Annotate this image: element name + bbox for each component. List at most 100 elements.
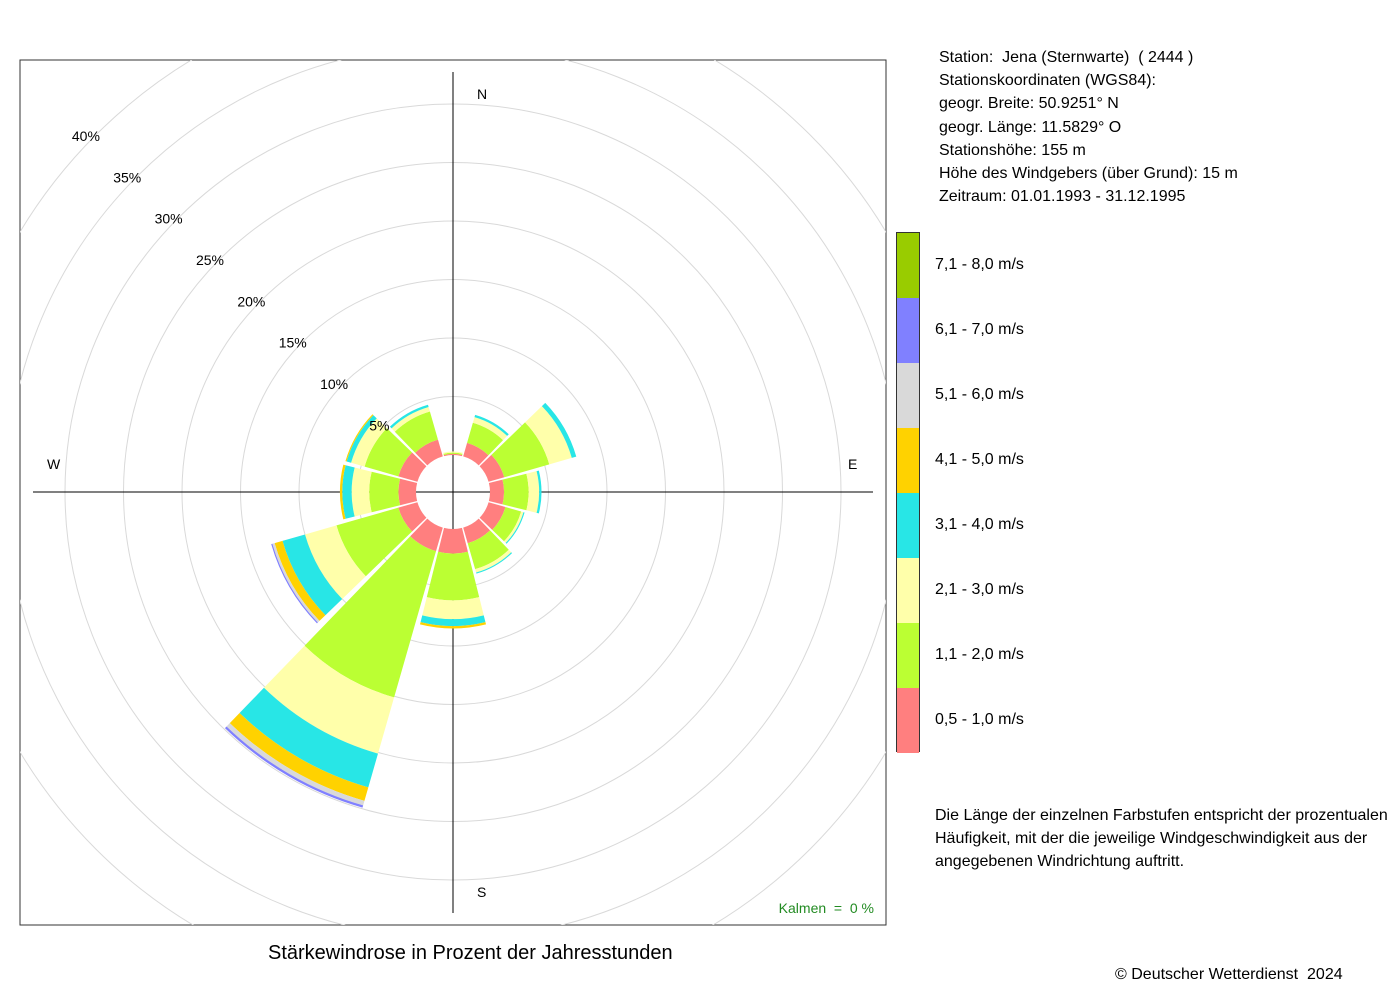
sector-90-class-0 xyxy=(488,479,505,505)
legend-label: 0,5 - 1,0 m/s xyxy=(935,710,1024,728)
station-info: Station: Jena (Sternwarte) ( 2444 ) Stat… xyxy=(939,46,1238,208)
legend-swatch xyxy=(897,558,919,623)
sector-120-class-3 xyxy=(505,512,525,544)
sector-210-class-2 xyxy=(263,645,395,754)
note-line: Häufigkeit, mit der die jeweilige Windge… xyxy=(935,830,1368,848)
sector-0 xyxy=(443,451,463,457)
sector-330 xyxy=(389,404,443,466)
sector-210-class-1 xyxy=(304,536,437,698)
sector-270-class-1 xyxy=(369,471,401,513)
sector-0-class-0 xyxy=(443,453,463,457)
sector-270 xyxy=(339,464,418,520)
direction-label-w: W xyxy=(47,456,61,472)
sector-150-class-1 xyxy=(467,530,509,570)
sector-0-class-2 xyxy=(443,451,463,454)
sector-150-class-3 xyxy=(476,552,513,574)
sector-330-class-0 xyxy=(415,439,443,466)
sector-30-class-3 xyxy=(474,414,509,436)
sector-210-class-5 xyxy=(226,723,365,806)
sector-270-class-0 xyxy=(398,478,418,506)
sector-120 xyxy=(479,502,525,544)
radial-tick-label: 15% xyxy=(279,335,307,351)
sector-180-class-0 xyxy=(438,527,468,554)
station-name: Station: Jena (Sternwarte) ( 2444 ) xyxy=(939,49,1194,66)
sector-330-class-1 xyxy=(394,411,438,453)
calm-label: Kalmen = 0 % xyxy=(779,900,874,916)
coords-header: Stationskoordinaten (WGS84): xyxy=(939,72,1156,90)
sector-240-class-5 xyxy=(272,543,320,623)
radial-tick-label: 40% xyxy=(72,128,100,144)
sector-240-class-1 xyxy=(336,507,413,577)
radial-tick-label: 25% xyxy=(196,252,224,268)
explanation-note: Die Länge der einzelnen Farbstufen entsp… xyxy=(935,804,1395,874)
copyright: © Deutscher Wetterdienst 2024 xyxy=(1115,966,1343,983)
legend-swatch xyxy=(897,493,919,558)
sector-60-class-3 xyxy=(541,402,577,458)
legend-label: 1,1 - 2,0 m/s xyxy=(935,645,1024,663)
radial-tick-label: 20% xyxy=(237,293,265,309)
sector-300-class-2 xyxy=(351,418,387,467)
sector-60-class-0 xyxy=(479,454,505,482)
sector-30 xyxy=(463,414,509,466)
speed-legend xyxy=(896,232,920,753)
sector-270-class-3 xyxy=(342,465,355,519)
direction-label-n: N xyxy=(477,86,487,102)
legend-label: 6,1 - 7,0 m/s xyxy=(935,320,1024,338)
sector-0-class-1 xyxy=(443,452,463,455)
sector-180-class-4 xyxy=(419,622,487,629)
sector-240-class-2 xyxy=(304,525,366,599)
note-line: angegebenen Windrichtung auftritt. xyxy=(935,853,1185,871)
sector-60-class-2 xyxy=(525,406,572,465)
sector-120-class-1 xyxy=(492,507,522,542)
radial-tick-label: 35% xyxy=(113,169,141,185)
legend-label: 5,1 - 6,0 m/s xyxy=(935,385,1024,403)
radial-tick-label: 10% xyxy=(320,376,348,392)
sector-150-class-0 xyxy=(463,518,491,544)
sector-150 xyxy=(463,518,513,574)
sector-180-class-3 xyxy=(420,615,486,627)
sector-210-class-4 xyxy=(229,713,369,801)
sector-60-class-1 xyxy=(491,422,550,478)
sector-210-class-3 xyxy=(239,687,378,788)
legend-label: 3,1 - 4,0 m/s xyxy=(935,515,1024,533)
direction-label-s: S xyxy=(477,884,486,900)
sector-120-class-2 xyxy=(504,511,524,543)
radial-tick-label: 30% xyxy=(155,211,183,227)
note-line: Die Länge der einzelnen Farbstufen entsp… xyxy=(935,807,1388,824)
sector-90-class-3 xyxy=(536,470,542,514)
sector-300 xyxy=(345,414,427,482)
sector-90-class-2 xyxy=(526,471,540,513)
sector-240-class-4 xyxy=(274,540,326,621)
sector-30-class-2 xyxy=(472,417,508,441)
sector-180 xyxy=(419,527,487,629)
sector-180-class-2 xyxy=(422,597,484,620)
sector-300-class-3 xyxy=(346,415,377,463)
sector-270-class-2 xyxy=(351,467,372,517)
sector-90-class-1 xyxy=(502,473,529,511)
sector-330-class-3 xyxy=(389,404,429,429)
sector-180-class-1 xyxy=(426,551,480,601)
station-elevation: Stationshöhe: 155 m xyxy=(939,141,1086,159)
longitude: geogr. Länge: 11.5829° O xyxy=(939,118,1122,136)
sector-240-class-3 xyxy=(282,534,343,616)
latitude: geogr. Breite: 50.9251° N xyxy=(939,95,1119,113)
chart-title: Stärkewindrose in Prozent der Jahresstun… xyxy=(268,942,673,964)
sector-30-class-0 xyxy=(463,442,489,466)
legend-label: 4,1 - 5,0 m/s xyxy=(935,450,1024,468)
legend-swatch xyxy=(897,298,919,363)
legend-swatch xyxy=(897,428,919,493)
sector-270-class-4 xyxy=(339,464,346,520)
time-period: Zeitraum: 01.01.1993 - 31.12.1995 xyxy=(939,188,1186,206)
sector-240-class-0 xyxy=(398,502,427,532)
sector-150-class-2 xyxy=(475,549,512,573)
radial-tick-label: 5% xyxy=(369,417,389,433)
sector-300-class-0 xyxy=(398,452,427,482)
sensor-height: Höhe des Windgebers (über Grund): 15 m xyxy=(939,165,1238,183)
direction-label-e: E xyxy=(848,456,857,472)
wind-sectors xyxy=(224,402,577,808)
sector-210 xyxy=(224,518,443,808)
radial-tick-labels: 5% 10% 15% 20% 25% 30% 35% 40% xyxy=(72,128,390,434)
legend-swatch xyxy=(897,363,919,428)
sector-240 xyxy=(271,502,427,624)
